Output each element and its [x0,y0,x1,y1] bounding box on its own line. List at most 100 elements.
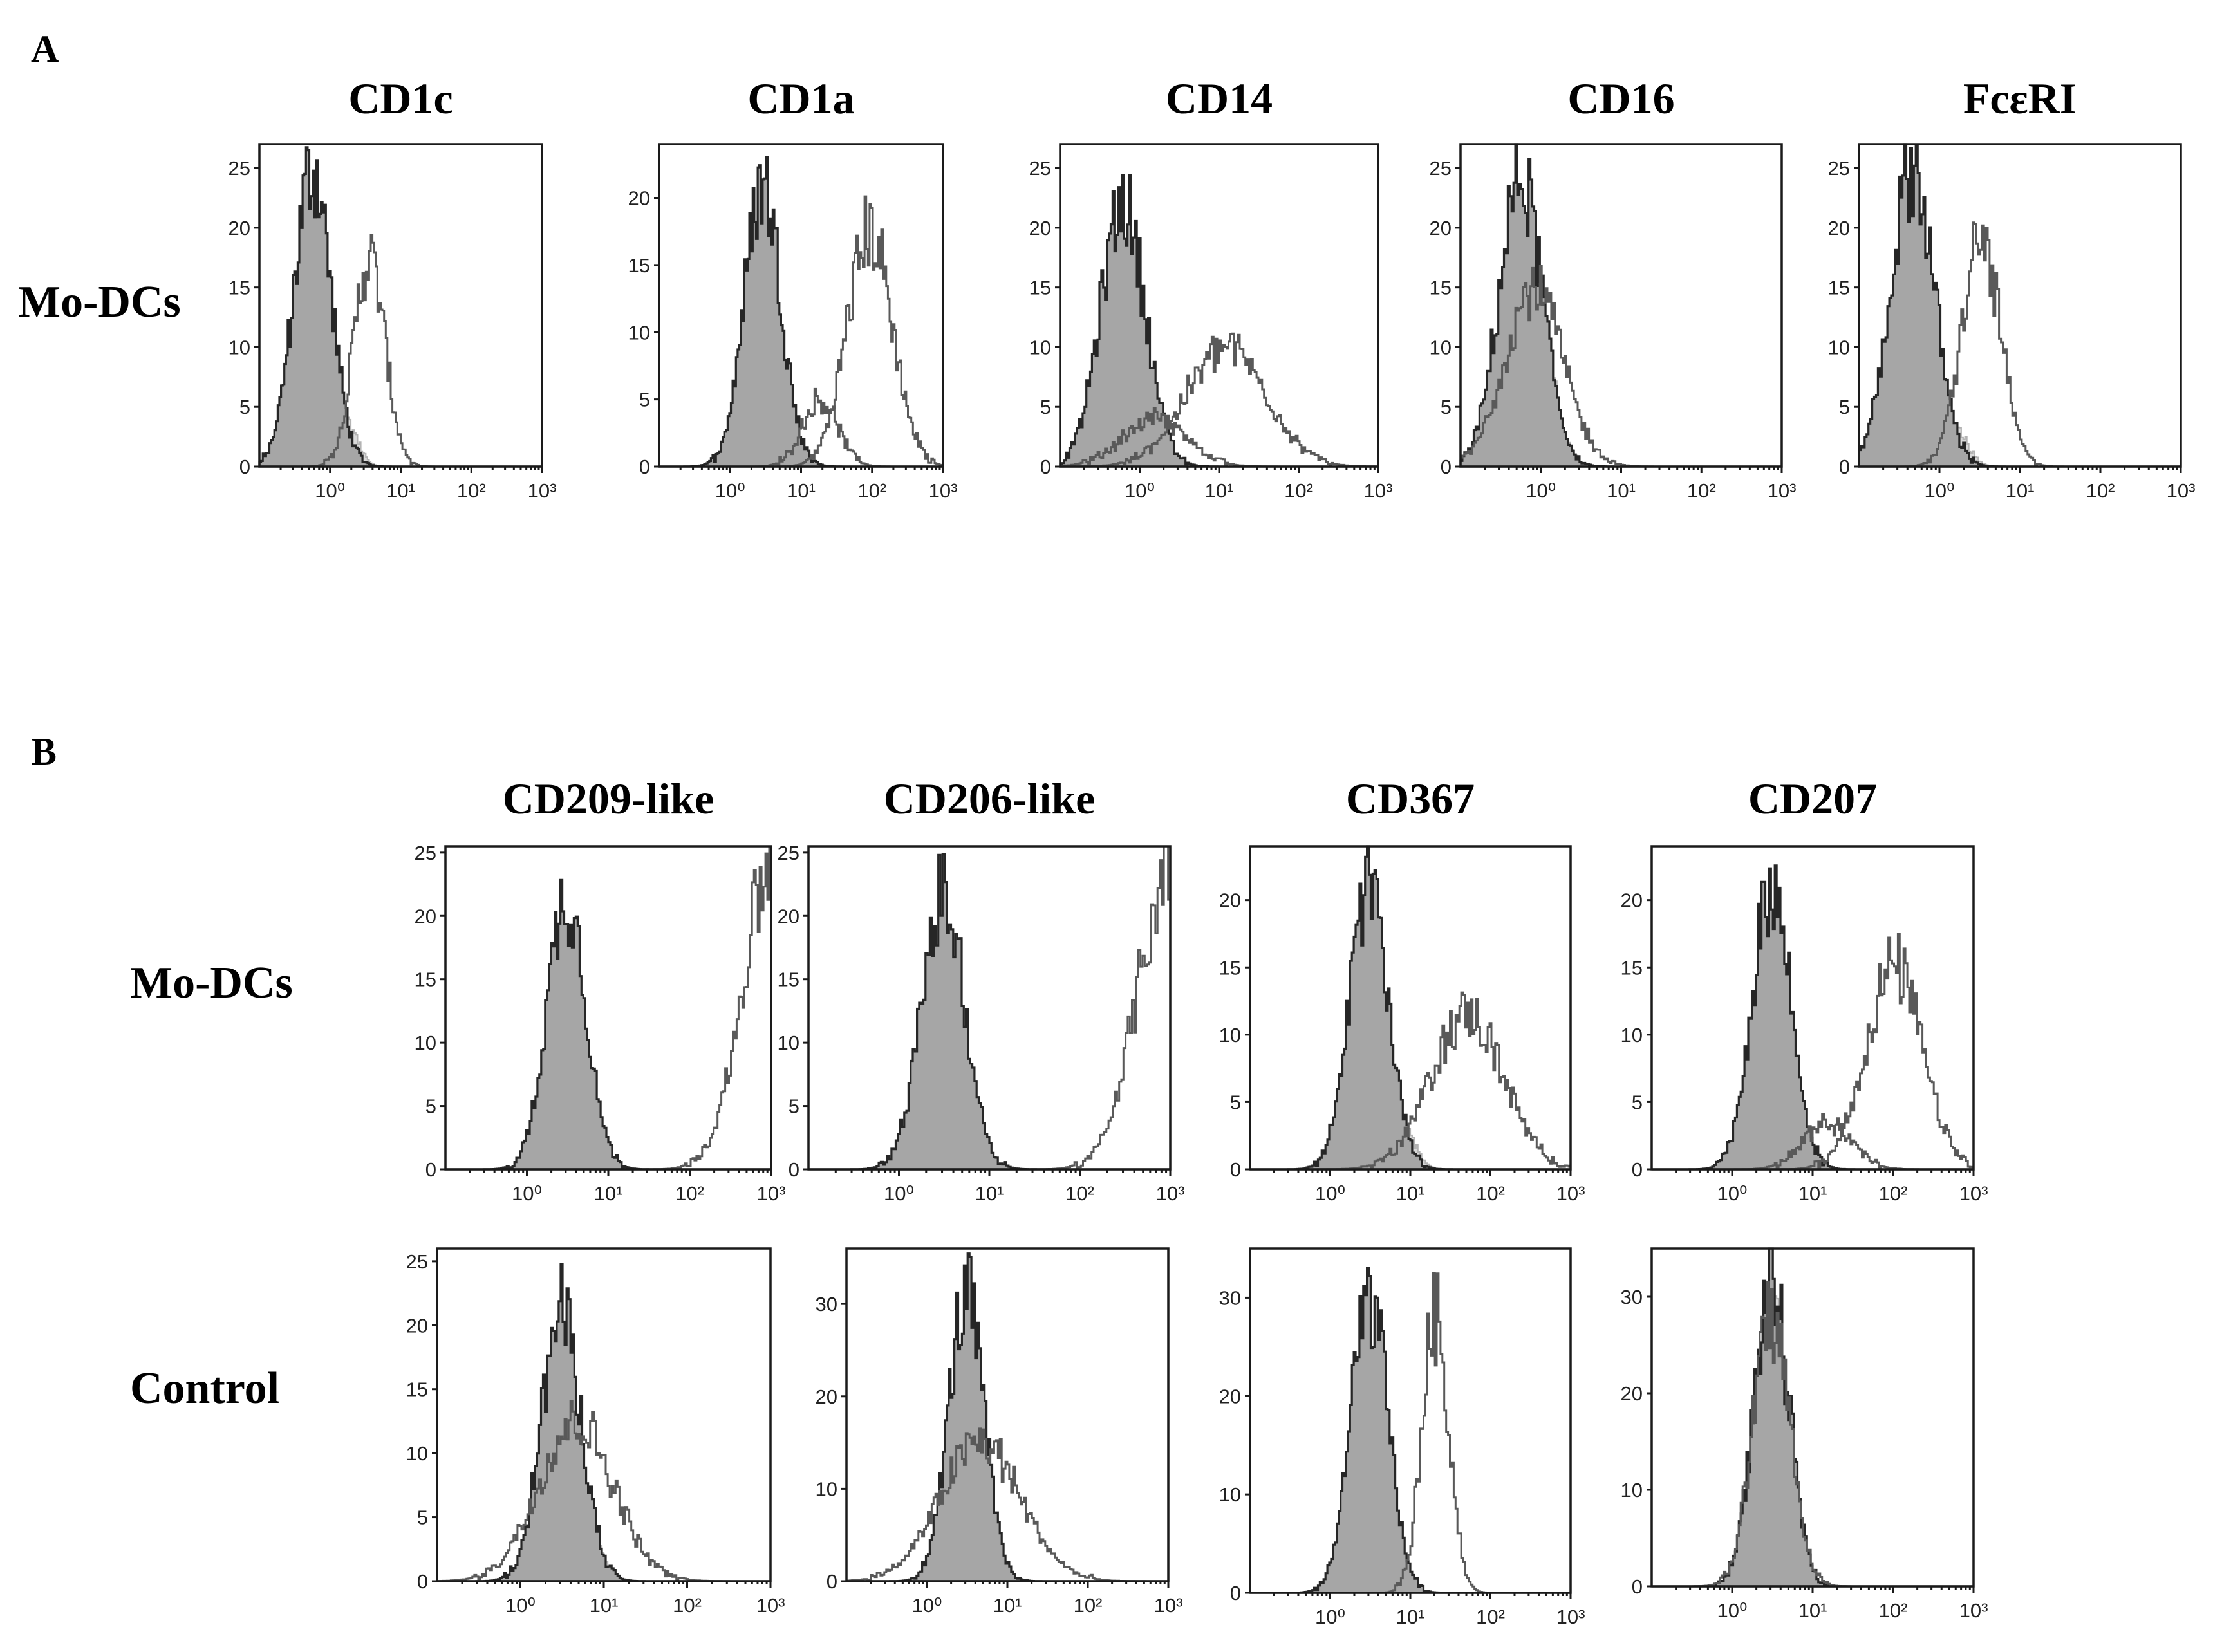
x-tick-label: 10⁰ [1717,1599,1748,1622]
y-tick-label: 10 [1219,1483,1241,1506]
y-tick-label: 25 [778,842,799,864]
histogram-b-cd209-ctrl: 0 5 10 15 20 25 10⁰ 10¹ 10² 10³ [406,1247,785,1617]
x-tick-label: 10³ [1156,1182,1185,1205]
histogram-b-cd209-mo: CD209-like 0 5 10 15 20 25 10⁰ 10¹ 10² 10³ [415,774,786,1205]
y-tick-label: 0 [639,456,650,478]
y-tick-label: 5 [417,1507,428,1529]
y-tick-label: 0 [425,1158,436,1181]
series-unstained [1652,1295,1974,1588]
x-tick-label: 10² [1687,479,1716,502]
y-tick-label: 25 [1430,157,1452,180]
y-tick-label: 20 [1430,217,1452,239]
y-tick-label: 20 [415,905,436,927]
histogram-a-cd1c: CD1c 0 5 10 15 20 25 10⁰ 10¹ 10² 10³ [229,74,557,502]
y-tick-label: 5 [1040,396,1051,418]
y-tick-label: 0 [1441,456,1452,478]
y-tick-label: 15 [415,969,436,991]
x-tick-label: 10² [1065,1182,1094,1205]
y-tick-label: 20 [1621,1382,1643,1405]
x-tick-label: 10¹ [590,1594,619,1617]
y-tick-label: 0 [1230,1582,1241,1604]
y-tick-label: 10 [1621,1479,1643,1501]
x-tick-label: 10³ [1556,1606,1585,1628]
y-tick-label: 0 [789,1158,799,1181]
plot-frame [444,845,772,1171]
y-tick-label: 15 [1029,277,1051,299]
y-tick-label: 15 [1828,277,1850,299]
y-tick-label: 20 [406,1314,428,1337]
x-tick-label: 10¹ [993,1594,1022,1617]
histogram-a-fceri: FcεRI 0 5 10 15 20 25 10⁰ 10¹ 10² 10³ [1828,74,2196,502]
y-tick-label: 30 [1219,1286,1241,1309]
histogram-b-cd206-mo: CD206-like 0 5 10 15 20 25 10⁰ 10¹ 10² 10³ [778,774,1185,1205]
plot-title: CD16 [1567,74,1674,123]
x-tick-label: 10² [857,479,886,502]
histogram-b-cd206-ctrl: 0 10 20 30 10⁰ 10¹ 10² 10³ [816,1247,1183,1617]
y-tick-label: 10 [628,321,650,344]
x-tick-label: 10⁰ [1526,479,1556,502]
series-isotype [1059,174,1378,468]
y-tick-label: 20 [1219,889,1241,912]
histogram-a-cd14: CD14 0 5 10 15 20 25 10⁰ 10¹ 10² 10³ [1029,74,1393,502]
y-tick-label: 0 [1839,456,1850,478]
x-tick-label: 10² [675,1182,704,1205]
plot-frame [1650,845,1975,1171]
x-tick-label: 10³ [1154,1594,1183,1617]
y-tick-label: 0 [1632,1575,1643,1598]
x-tick-label: 10⁰ [1315,1182,1345,1205]
y-tick-label: 0 [1230,1158,1241,1181]
histogram-b-cd207-ctrl: 0 10 20 30 10⁰ 10¹ 10² 10³ [1621,1247,1988,1622]
y-tick-label: 5 [1441,396,1452,418]
y-tick-label: 10 [778,1032,799,1054]
row-label-a-mo-dcs: Mo-DCs [18,277,181,327]
series-cd206-like [808,845,1172,1171]
x-tick-label: 10⁰ [715,479,745,502]
y-tick-label: 5 [1632,1091,1643,1113]
y-tick-label: 10 [1621,1024,1643,1046]
series-isotype [1652,864,1974,1171]
y-tick-label: 15 [229,277,250,299]
y-tick-label: 0 [417,1570,428,1593]
x-tick-label: 10³ [1959,1599,1988,1622]
series-cd14 [1060,332,1379,468]
y-tick-label: 20 [1828,217,1850,239]
y-tick-label: 10 [229,336,250,358]
series-isotype [258,146,542,468]
y-tick-label: 20 [816,1386,837,1408]
row-label-b-mo-dcs: Mo-DCs [130,958,293,1008]
y-tick-label: 5 [239,396,250,418]
y-tick-label: 0 [239,456,250,478]
x-tick-label: 10¹ [594,1182,623,1205]
series-isotype [1858,143,2181,468]
series-cd207 [1652,1281,1974,1588]
x-tick-label: 10³ [1364,479,1393,502]
y-tick-label: 15 [1430,277,1452,299]
y-tick-label: 5 [789,1095,799,1118]
y-tick-label: 15 [628,254,650,277]
y-tick-label: 15 [1621,956,1643,979]
plot-title: CD209-like [503,774,714,823]
histogram-a-cd16: CD16 0 5 10 15 20 25 10⁰ 10¹ 10² 10³ [1430,74,1797,502]
y-tick-label: 0 [1632,1158,1643,1181]
series-isotype [846,1252,1168,1582]
y-tick-label: 5 [1839,396,1850,418]
x-tick-label: 10¹ [787,479,816,502]
plot-frame [436,1247,772,1582]
plot-title: CD14 [1166,74,1273,123]
y-tick-label: 15 [778,969,799,991]
series-isotype [1459,143,1782,468]
x-tick-label: 10³ [756,1594,785,1617]
y-tick-label: 20 [1029,217,1051,239]
y-tick-label: 25 [1029,157,1051,180]
y-tick-label: 20 [628,187,650,210]
x-tick-label: 10² [1476,1606,1505,1628]
series-cd206-like [845,1427,1168,1582]
y-tick-label: 0 [1040,456,1051,478]
series-isotype [445,878,771,1171]
x-tick-label: 10² [673,1594,702,1617]
x-tick-label: 10² [2086,479,2115,502]
plot-title: CD206-like [884,774,1096,823]
series-isotype [1250,1267,1571,1594]
x-tick-label: 10³ [929,479,958,502]
